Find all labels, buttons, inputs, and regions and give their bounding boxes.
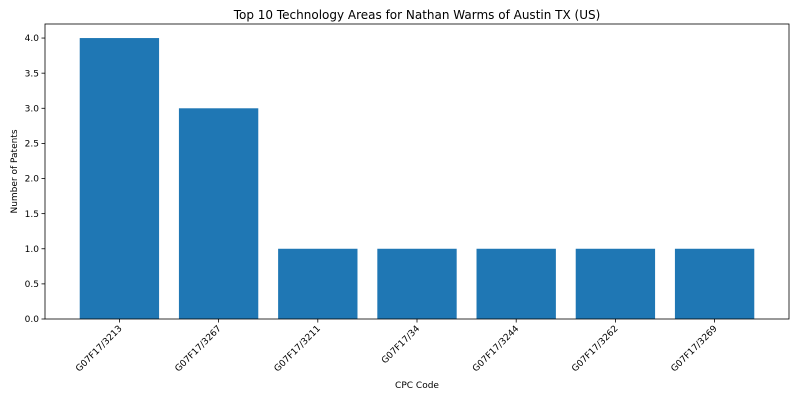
x-tick-label: G07F17/3213 (74, 324, 124, 374)
y-tick-label: 4.0 (25, 34, 40, 44)
y-tick-label: 1.0 (25, 245, 40, 255)
y-tick-label: 3.5 (25, 69, 39, 79)
x-tick-label: G07F17/3244 (471, 324, 521, 374)
x-tick-label: G07F17/3269 (670, 324, 720, 374)
x-tick-label: G07F17/34 (380, 324, 422, 366)
bar (80, 38, 159, 319)
y-tick-label: 0.5 (25, 280, 39, 290)
bars-group (80, 38, 755, 319)
x-tick-label: G07F17/3211 (273, 324, 323, 374)
y-tick-label: 2.5 (25, 140, 39, 150)
bar (377, 249, 456, 319)
bar (675, 249, 754, 319)
y-tick-label: 0.0 (25, 315, 40, 325)
bar (576, 249, 655, 319)
y-axis: 0.0 0.5 1.0 1.5 2.0 2.5 3.0 3.5 4.0 (25, 34, 45, 325)
y-tick-label: 2.0 (25, 175, 40, 185)
x-axis: G07F17/3213 G07F17/3267 G07F17/3211 G07F17/… (74, 319, 720, 374)
x-tick-label: G07F17/3267 (174, 324, 224, 374)
x-tick-label: G07F17/3262 (570, 324, 620, 374)
x-axis-label: CPC Code (395, 381, 439, 391)
y-tick-label: 3.0 (25, 104, 40, 114)
y-axis-label: Number of Patents (10, 129, 20, 213)
y-tick-label: 1.5 (25, 210, 39, 220)
bar (179, 108, 258, 319)
chart-title: Top 10 Technology Areas for Nathan Warms… (233, 8, 601, 22)
bar (477, 249, 556, 319)
bar (278, 249, 357, 319)
